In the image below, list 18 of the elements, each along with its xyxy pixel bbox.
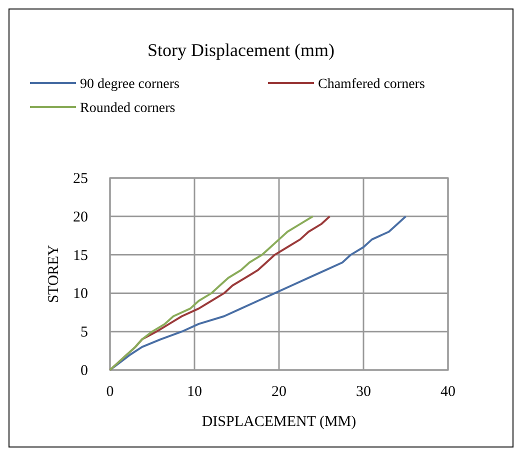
y-tick-label: 25 <box>73 171 88 187</box>
y-tick-label: 10 <box>73 286 88 302</box>
x-tick-label: 10 <box>187 384 202 400</box>
line-series <box>109 215 407 371</box>
chart-title: Story Displacement (mm) <box>148 40 334 60</box>
legend-label: Chamfered corners <box>318 77 425 92</box>
x-tick-label: 0 <box>106 384 114 400</box>
y-tick-label: 20 <box>73 209 88 226</box>
legend-label: Rounded corners <box>80 101 176 116</box>
x-tick-label: 20 <box>272 384 286 400</box>
y-tick-label: 15 <box>73 248 88 264</box>
x-tick-label: 40 <box>440 384 456 400</box>
y-tick-label: 5 <box>80 324 88 341</box>
x-tick-label: 30 <box>356 384 371 400</box>
x-axis-title: DISPLACEMENT (MM) <box>202 414 356 430</box>
y-tick-label: 0 <box>80 363 88 379</box>
y-axis-title: STOREY <box>46 244 62 304</box>
legend-label: 90 degree corners <box>80 77 180 92</box>
